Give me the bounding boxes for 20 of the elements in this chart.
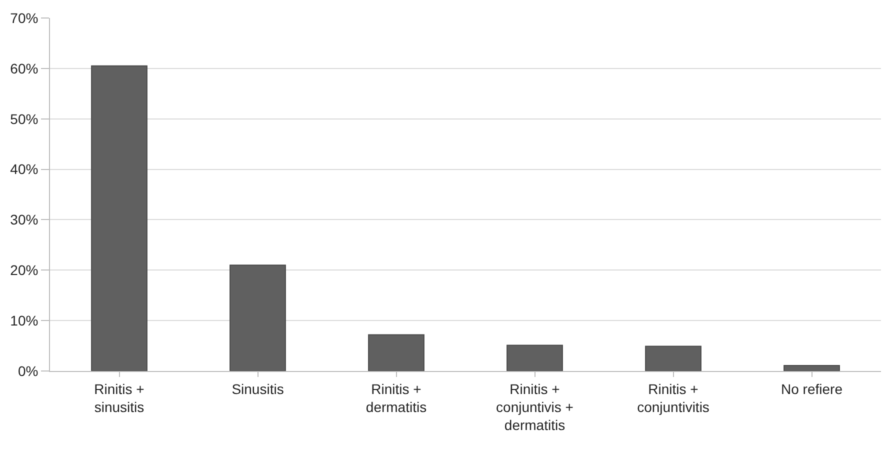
- y-tick-label: 0%: [18, 362, 38, 379]
- bar: [91, 65, 148, 371]
- y-tick-label: 70%: [10, 10, 38, 26]
- y-tick-label: 50%: [10, 110, 38, 127]
- bar: [368, 334, 424, 371]
- bar: [230, 264, 286, 371]
- x-tick-label: Rinitis + sinusitis: [94, 380, 144, 415]
- x-tick-label: Rinitis + conjuntivitis: [637, 380, 710, 415]
- x-tick-label: Rinitis + dermatitis: [366, 380, 427, 415]
- y-tick-label: 60%: [10, 60, 38, 76]
- y-tick-label: 40%: [10, 161, 38, 178]
- bar: [645, 346, 702, 371]
- y-tick-label: 30%: [10, 212, 38, 228]
- bar: [506, 344, 563, 371]
- y-tick-label: 10%: [10, 312, 38, 328]
- x-tick-label: Sinusitis: [232, 380, 284, 397]
- x-tick-label: No refiere: [781, 380, 843, 397]
- y-tick-label: 20%: [10, 262, 38, 278]
- bar: [784, 364, 840, 371]
- x-tick-label: Rinitis + conjuntivis + dermatitis: [496, 380, 574, 434]
